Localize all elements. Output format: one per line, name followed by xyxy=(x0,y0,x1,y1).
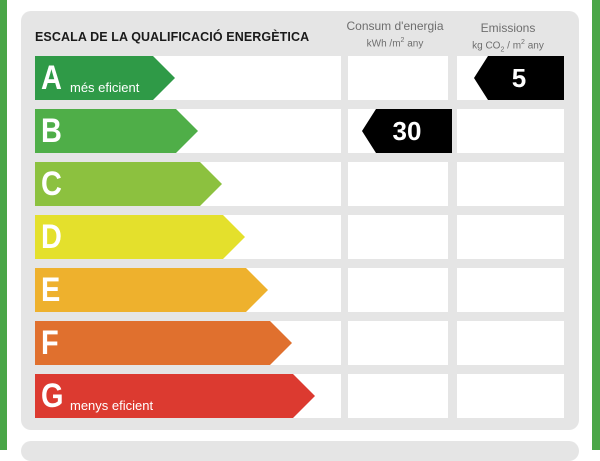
emissions-cell xyxy=(457,109,564,153)
consum-cell xyxy=(348,374,448,418)
consum-value-badge: 30 xyxy=(362,109,452,153)
emissions-cell xyxy=(457,268,564,312)
emissions-value-badge: 5 xyxy=(474,56,564,100)
rating-letter: G xyxy=(41,377,64,415)
rating-row-c: C xyxy=(35,162,564,206)
left-frame-border xyxy=(0,0,7,450)
emissions-cell xyxy=(457,321,564,365)
rating-arrow-b: B xyxy=(35,109,198,153)
rating-letter: B xyxy=(41,112,62,150)
rating-arrow-e: E xyxy=(35,268,268,312)
rating-row-e: E xyxy=(35,268,564,312)
consum-header-unit: kWh /m2 any xyxy=(366,37,424,50)
emissions-header-label: Emissions xyxy=(480,21,536,35)
rating-letter: A xyxy=(41,59,62,97)
rating-letter: D xyxy=(41,218,62,256)
rating-letter: F xyxy=(41,324,59,362)
rating-arrow-d: D xyxy=(35,215,245,259)
consum-cell xyxy=(348,162,448,206)
right-frame-border xyxy=(592,0,600,450)
scale-title: ESCALA DE LA QUALIFICACIÓ ENERGÈTICA xyxy=(35,30,310,44)
emissions-cell xyxy=(457,162,564,206)
emissions-column-header: Emissions kg CO2 / m2 any xyxy=(456,20,560,56)
consum-header-label: Consum d'energia xyxy=(346,19,444,33)
rating-letter: C xyxy=(41,165,62,203)
rating-row-d: D xyxy=(35,215,564,259)
rating-letter: E xyxy=(41,271,61,309)
consum-cell xyxy=(348,321,448,365)
consum-cell xyxy=(348,56,448,100)
emissions-cell xyxy=(457,215,564,259)
consum-cell xyxy=(348,268,448,312)
rating-sublabel: més eficient xyxy=(70,80,140,95)
rating-arrow-c: C xyxy=(35,162,222,206)
rating-sublabel: menys eficient xyxy=(70,398,154,413)
consum-column-header: Consum d'energia kWh /m2 any xyxy=(343,18,447,50)
rating-row-b: B 30 xyxy=(35,109,564,153)
rating-arrow-f: F xyxy=(35,321,292,365)
lower-panel xyxy=(21,441,579,461)
emissions-header-unit: kg CO2 / m2 any xyxy=(472,39,544,54)
emissions-cell xyxy=(457,374,564,418)
rating-row-f: F xyxy=(35,321,564,365)
consum-cell xyxy=(348,215,448,259)
